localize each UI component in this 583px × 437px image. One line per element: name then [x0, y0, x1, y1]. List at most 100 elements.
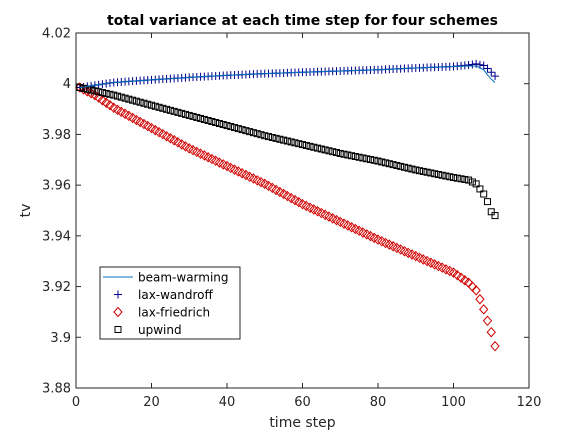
data-point — [283, 137, 291, 145]
data-point — [287, 138, 295, 146]
data-point — [121, 94, 129, 102]
y-tick-label: 4.02 — [42, 27, 71, 42]
data-point — [404, 164, 412, 172]
data-point — [321, 146, 329, 154]
data-point — [265, 133, 273, 141]
data-point — [416, 167, 424, 175]
series-layer — [75, 59, 500, 352]
data-point — [268, 133, 276, 141]
data-point — [246, 128, 254, 136]
data-point — [382, 159, 390, 167]
data-point — [276, 135, 284, 143]
data-point — [389, 161, 397, 169]
ticks-layer: 0 20 40 60 80 100 120 3.88 3.9 3.92 3.94 3.96 3.98 4 4… — [42, 27, 541, 411]
data-point — [136, 98, 144, 106]
data-point — [412, 166, 420, 174]
data-point — [181, 110, 189, 118]
data-point — [302, 141, 310, 149]
data-point — [370, 156, 378, 164]
y-tick-label: 3.98 — [42, 128, 71, 143]
data-point — [101, 97, 111, 108]
data-point — [80, 84, 88, 92]
data-point — [419, 167, 427, 175]
data-point — [291, 139, 299, 147]
data-point — [200, 115, 208, 123]
x-tick-label: 60 — [294, 395, 311, 410]
data-point — [102, 89, 110, 97]
legend-item-lax-wandroff: lax-wandroff — [114, 288, 214, 302]
data-point — [310, 143, 318, 151]
data-point — [431, 170, 439, 178]
data-point — [163, 105, 171, 113]
data-point — [98, 89, 106, 97]
y-axis-label: tv — [18, 204, 34, 218]
data-point — [219, 121, 227, 129]
data-point — [189, 112, 197, 120]
data-point — [487, 208, 495, 216]
data-point — [129, 96, 137, 104]
x-tick-label: 0 — [72, 395, 80, 410]
data-point — [91, 87, 99, 95]
data-point — [151, 102, 159, 110]
data-point — [257, 131, 265, 139]
data-point — [272, 134, 280, 142]
data-point — [227, 123, 235, 131]
plot-frame — [75, 32, 530, 389]
data-point — [174, 108, 182, 116]
data-point — [378, 158, 386, 166]
data-point — [408, 165, 416, 173]
y-tick-label: 3.9 — [50, 331, 71, 346]
data-point — [359, 154, 367, 162]
series-line — [79, 65, 496, 89]
data-point — [460, 274, 470, 286]
data-point — [465, 176, 473, 184]
data-point — [242, 127, 250, 135]
data-point — [483, 198, 491, 206]
data-point — [344, 151, 352, 159]
data-point — [87, 86, 95, 94]
y-tick-label: 3.94 — [42, 229, 71, 244]
data-point — [491, 212, 499, 220]
data-point — [400, 163, 408, 171]
data-point — [193, 113, 201, 121]
data-point — [105, 100, 115, 111]
data-point — [314, 144, 322, 152]
data-point — [423, 168, 431, 176]
data-point — [185, 111, 193, 119]
data-point — [261, 132, 269, 140]
data-point — [306, 142, 314, 150]
legend-marker-swatch — [114, 326, 122, 333]
data-point — [468, 60, 477, 69]
data-point — [482, 315, 493, 327]
data-point — [446, 173, 454, 181]
data-point — [363, 155, 371, 163]
x-axis-label: time step — [269, 415, 335, 431]
data-point — [472, 59, 481, 68]
data-point — [280, 136, 288, 144]
data-point — [348, 152, 356, 160]
data-point — [166, 106, 174, 114]
data-point — [317, 145, 325, 153]
data-point — [442, 172, 450, 180]
data-point — [249, 129, 257, 137]
data-point — [486, 326, 496, 338]
legend-item-upwind: upwind — [114, 323, 182, 337]
data-point — [456, 272, 466, 283]
data-point — [453, 174, 461, 182]
legend: beam-warming lax-wandroff lax-friedrich upw… — [99, 266, 241, 340]
data-point — [223, 122, 231, 130]
data-point — [234, 125, 242, 133]
data-point — [450, 174, 457, 182]
data-point — [325, 147, 333, 155]
data-point — [448, 267, 459, 278]
data-point — [434, 170, 442, 178]
data-point — [472, 180, 480, 188]
data-point — [155, 103, 163, 111]
legend-label: lax-friedrich — [138, 306, 210, 320]
x-tick-label: 100 — [441, 395, 466, 410]
data-point — [114, 92, 122, 100]
data-point — [295, 140, 303, 148]
data-point — [178, 109, 186, 117]
data-point — [385, 160, 393, 168]
